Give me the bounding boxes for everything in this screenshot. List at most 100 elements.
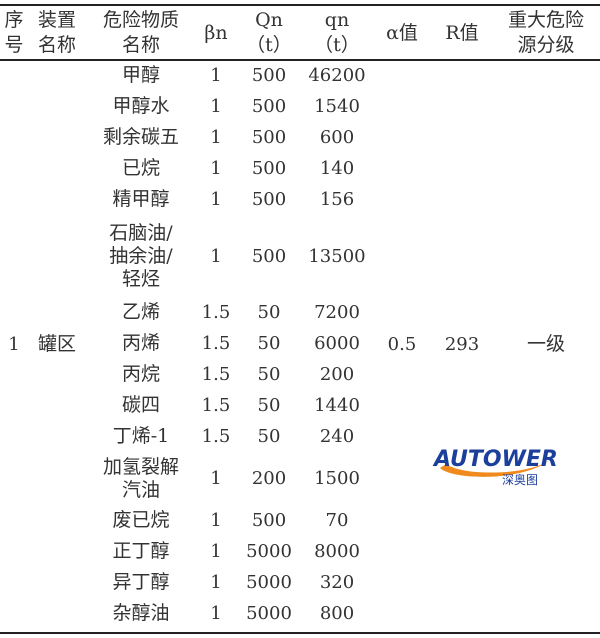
table-row: 丁烯-1 1.5 50 240 <box>0 421 600 452</box>
beta-value: 1.5 <box>201 364 231 385</box>
header-R: R值 <box>445 21 479 44</box>
Qn-value: 5000 <box>246 541 292 562</box>
substance-name-line: 汽油 <box>121 478 160 501</box>
table-row: 已烷 1 500 140 <box>0 153 600 184</box>
beta-value: 1 <box>210 541 222 562</box>
substance-name: 甲醇水 <box>112 95 170 117</box>
beta-value: 1.5 <box>201 333 231 354</box>
Qn-value: 500 <box>251 96 287 117</box>
qn-value: 6000 <box>314 333 360 354</box>
table-row: 剩余碳五 1 500 600 <box>0 122 600 153</box>
table-row: 甲醇水 1 500 1540 <box>0 91 600 122</box>
alpha-value: 0.5 <box>387 334 417 355</box>
header-alpha: α值 <box>386 21 418 44</box>
header-Qn-text: Qn（t） <box>246 9 292 56</box>
qn-value: 8000 <box>314 541 360 562</box>
beta-value: 1 <box>210 603 222 624</box>
table-row: 碳四 1.5 50 1440 <box>0 390 600 421</box>
beta-value: 1.5 <box>201 395 231 416</box>
Qn-value: 500 <box>251 65 287 86</box>
logo-swoosh <box>440 460 550 477</box>
substance-name-line: 抽余油/ <box>109 244 173 267</box>
R-value: 293 <box>444 334 480 355</box>
table-row: 1 罐区 甲醇 1 500 46200 0.5 293 一级 <box>0 60 600 355</box>
table-row: 异丁醇 1 5000 320 <box>0 567 600 598</box>
qn-value: 320 <box>319 572 355 593</box>
Qn-value: 50 <box>257 426 281 447</box>
beta-value: 1 <box>210 158 222 179</box>
Qn-value: 500 <box>251 127 287 148</box>
beta-value: 1.5 <box>201 302 231 323</box>
qn-value: 7200 <box>314 302 360 323</box>
substance-name: 乙烯 <box>121 301 160 323</box>
Qn-value: 50 <box>257 302 281 323</box>
Qn-value: 500 <box>251 158 287 179</box>
table-row: 石脑油/抽余油/轻烃 1 500 13500 <box>0 215 600 297</box>
table-row: 杂醇油 1 5000 800 <box>0 598 600 629</box>
header-seq: 序号 <box>4 9 24 56</box>
substance-name-line: 石脑油/ <box>109 221 173 244</box>
qn-value: 200 <box>319 364 355 385</box>
substance-name-line: 轻烃 <box>121 267 160 290</box>
qn-value: 13500 <box>308 245 366 267</box>
beta-value: 1 <box>210 189 222 210</box>
substance-name: 碳四 <box>121 394 160 416</box>
autower-watermark-logo: AUTOWER 深奥图 <box>432 447 558 487</box>
svg-text:深奥图: 深奥图 <box>502 473 538 487</box>
table-row: 丙烯 1.5 50 6000 <box>0 328 600 359</box>
substance-name: 杂醇油 <box>112 602 170 624</box>
header-unit-text: 装置名称 <box>37 9 76 56</box>
beta-value: 1 <box>210 510 222 531</box>
Qn-value: 5000 <box>246 572 292 593</box>
beta-value: 1 <box>210 572 222 593</box>
table-row: 加氢裂解 汽油 1 200 1500 <box>0 452 600 505</box>
qn-value: 156 <box>319 189 355 210</box>
header-row: 序号 装置名称 危险物质 名称 βn Qn（t） qn（t） α值 R值 重大危险… <box>0 6 600 60</box>
bottom-rule <box>0 632 600 634</box>
Qn-value: 50 <box>257 333 281 354</box>
substance-name-line: 加氢裂解 <box>102 455 179 478</box>
Qn-value: 200 <box>251 468 287 489</box>
seq-cell: 1 <box>8 334 20 355</box>
substance-name: 废已烷 <box>112 509 170 531</box>
unit-cell: 罐区 <box>37 333 76 355</box>
svg-text:AUTOWER: AUTOWER <box>432 447 558 472</box>
qn-value: 140 <box>319 158 355 179</box>
beta-value: 1 <box>210 245 222 267</box>
top-rule <box>0 4 600 6</box>
beta-value: 1.5 <box>201 426 231 447</box>
header-substance: 危险物质 名称 <box>102 9 179 56</box>
header-qn: qn（t） <box>302 6 372 60</box>
qn-value: 800 <box>319 603 355 624</box>
beta-value: 1 <box>210 127 222 148</box>
substance-name: 甲醇 <box>121 64 160 86</box>
beta-value: 1 <box>210 65 222 86</box>
qn-value: 1540 <box>314 96 360 117</box>
qn-value: 240 <box>319 426 355 447</box>
header-Qn: Qn（t） <box>236 6 302 60</box>
Qn-value: 50 <box>257 364 281 385</box>
Qn-value: 50 <box>257 395 281 416</box>
qn-value: 1500 <box>314 468 360 489</box>
substance-name: 剩余碳五 <box>102 126 179 148</box>
substance-name: 精甲醇 <box>112 188 170 210</box>
hazard-source-table: 序号 装置名称 危险物质 名称 βn Qn（t） qn（t） α值 R值 重大危险… <box>0 6 600 629</box>
substance-name: 石脑油/抽余油/轻烃 <box>86 215 196 297</box>
qn-value: 46200 <box>308 65 366 86</box>
hazard-grade: 一级 <box>526 333 565 355</box>
beta-value: 1 <box>210 468 222 489</box>
table-row: 废已烷 1 500 70 <box>0 505 600 536</box>
beta-value: 1 <box>210 96 222 117</box>
substance-name: 异丁醇 <box>112 571 170 593</box>
Qn-value: 500 <box>251 510 287 531</box>
qn-value: 70 <box>325 510 349 531</box>
qn-value: 1440 <box>314 395 360 416</box>
substance-name: 已烷 <box>121 157 160 179</box>
table-row: 正丁醇 1 5000 8000 <box>0 536 600 567</box>
table-row: 乙烯 1.5 50 7200 <box>0 297 600 328</box>
header-unit: 装置名称 <box>28 6 86 60</box>
substance-name: 正丁醇 <box>112 540 170 562</box>
substance-name: 丙烯 <box>121 332 160 354</box>
Qn-value: 5000 <box>246 603 292 624</box>
Qn-value: 500 <box>251 189 287 210</box>
